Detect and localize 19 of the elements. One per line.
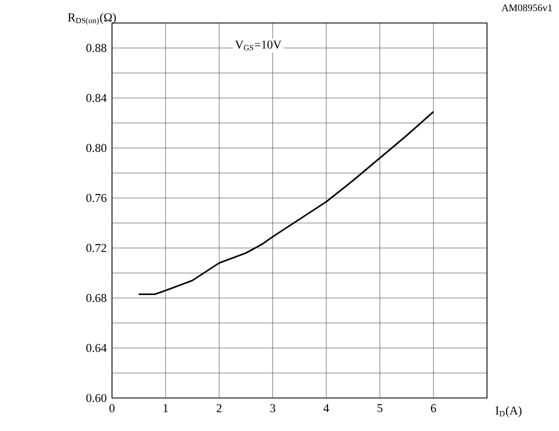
text: AM08956v1	[502, 4, 552, 12]
annotation: V$_{GS}$=10V	[235, 40, 282, 50]
x-tick-label: 2	[216, 404, 222, 412]
y-tick-label: 0.88	[86, 44, 106, 52]
y-tick-label: 0.72	[86, 244, 106, 252]
y-axis-title: R$_{DS(on)}$(Ω)	[68, 13, 116, 25]
y-tick-label: 0.68	[86, 294, 106, 302]
y-tick-label: 0.80	[86, 144, 106, 152]
x-tick-label: 1	[164, 404, 168, 412]
y-tick-label: 0.84	[86, 94, 107, 102]
x-tick-label: 6	[430, 404, 436, 412]
x-tick-label: 3	[270, 404, 276, 412]
y-tick-label: 0.60	[86, 394, 106, 402]
x-tick-label: 5	[378, 404, 382, 412]
y-tick-label: 0.76	[86, 194, 106, 202]
x-tick-label: 0	[109, 404, 115, 412]
y-tick-label: 0.64	[86, 344, 107, 352]
x-tick-label: 4	[324, 404, 330, 412]
x-axis-title: I$_{D}$(A)	[496, 406, 522, 418]
